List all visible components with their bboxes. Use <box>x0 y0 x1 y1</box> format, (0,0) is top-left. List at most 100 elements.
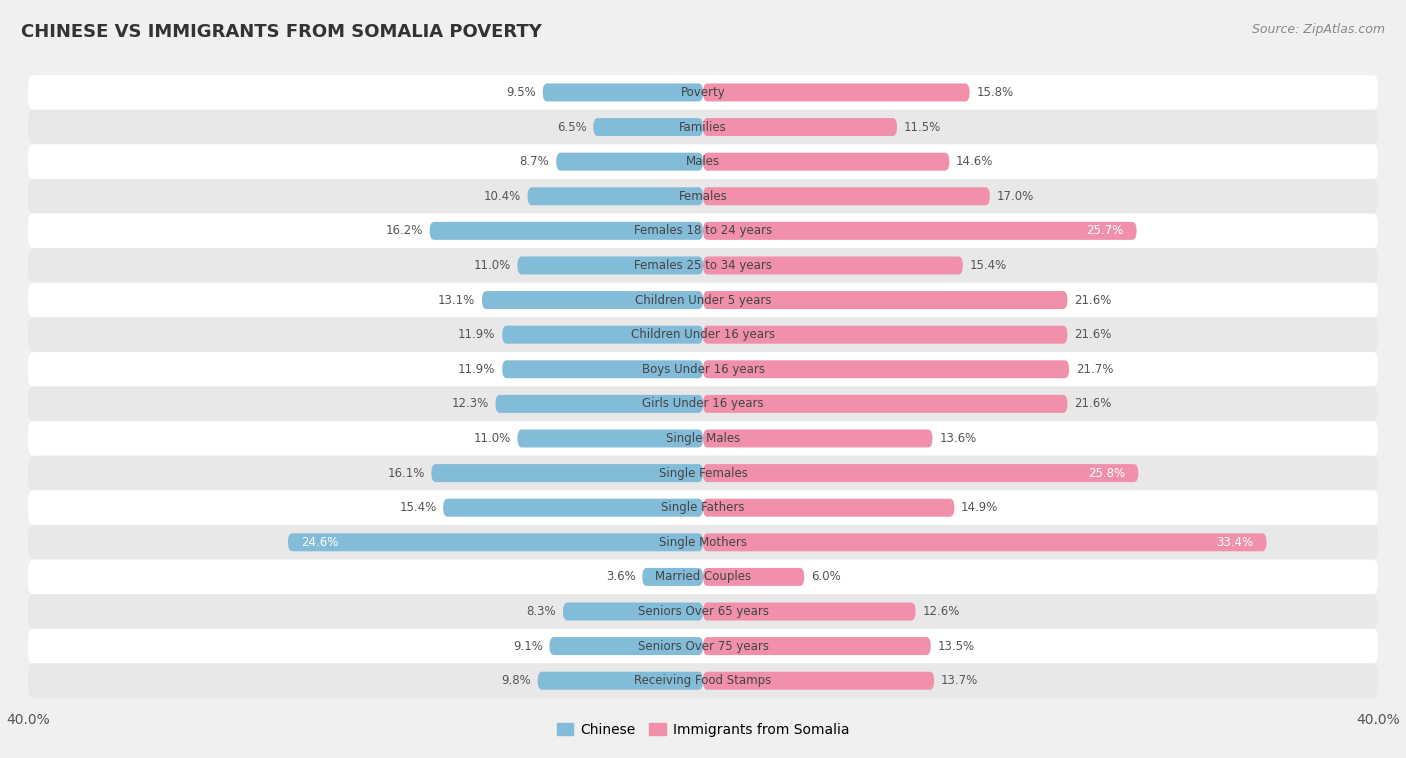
Text: 11.5%: 11.5% <box>904 121 941 133</box>
Text: 14.9%: 14.9% <box>962 501 998 514</box>
FancyBboxPatch shape <box>28 214 1378 248</box>
FancyBboxPatch shape <box>703 499 955 517</box>
FancyBboxPatch shape <box>703 256 963 274</box>
Text: CHINESE VS IMMIGRANTS FROM SOMALIA POVERTY: CHINESE VS IMMIGRANTS FROM SOMALIA POVER… <box>21 23 541 41</box>
FancyBboxPatch shape <box>703 360 1069 378</box>
FancyBboxPatch shape <box>28 144 1378 179</box>
FancyBboxPatch shape <box>28 629 1378 663</box>
Text: 9.5%: 9.5% <box>506 86 536 99</box>
Text: Seniors Over 75 years: Seniors Over 75 years <box>637 640 769 653</box>
Text: 14.6%: 14.6% <box>956 155 994 168</box>
FancyBboxPatch shape <box>537 672 703 690</box>
Text: 13.7%: 13.7% <box>941 674 979 688</box>
Text: Females 25 to 34 years: Females 25 to 34 years <box>634 259 772 272</box>
FancyBboxPatch shape <box>28 490 1378 525</box>
Text: Males: Males <box>686 155 720 168</box>
Text: Girls Under 16 years: Girls Under 16 years <box>643 397 763 410</box>
FancyBboxPatch shape <box>28 352 1378 387</box>
Text: Single Females: Single Females <box>658 467 748 480</box>
Text: 8.7%: 8.7% <box>520 155 550 168</box>
Text: 25.7%: 25.7% <box>1085 224 1123 237</box>
Text: 13.6%: 13.6% <box>939 432 976 445</box>
Text: 10.4%: 10.4% <box>484 190 520 202</box>
FancyBboxPatch shape <box>543 83 703 102</box>
FancyBboxPatch shape <box>557 152 703 171</box>
FancyBboxPatch shape <box>703 568 804 586</box>
FancyBboxPatch shape <box>28 110 1378 144</box>
FancyBboxPatch shape <box>517 256 703 274</box>
Text: 15.8%: 15.8% <box>976 86 1014 99</box>
FancyBboxPatch shape <box>703 637 931 655</box>
Text: Seniors Over 65 years: Seniors Over 65 years <box>637 605 769 618</box>
Text: 6.0%: 6.0% <box>811 571 841 584</box>
FancyBboxPatch shape <box>643 568 703 586</box>
FancyBboxPatch shape <box>28 283 1378 318</box>
Text: Receiving Food Stamps: Receiving Food Stamps <box>634 674 772 688</box>
Text: Females 18 to 24 years: Females 18 to 24 years <box>634 224 772 237</box>
Text: Females: Females <box>679 190 727 202</box>
Text: 9.8%: 9.8% <box>501 674 531 688</box>
Text: 11.9%: 11.9% <box>458 363 495 376</box>
FancyBboxPatch shape <box>703 222 1136 240</box>
FancyBboxPatch shape <box>703 534 1267 551</box>
FancyBboxPatch shape <box>550 637 703 655</box>
FancyBboxPatch shape <box>562 603 703 621</box>
Text: 33.4%: 33.4% <box>1216 536 1253 549</box>
Text: 21.6%: 21.6% <box>1074 397 1112 410</box>
FancyBboxPatch shape <box>443 499 703 517</box>
FancyBboxPatch shape <box>28 75 1378 110</box>
FancyBboxPatch shape <box>703 118 897 136</box>
Text: 12.3%: 12.3% <box>451 397 489 410</box>
FancyBboxPatch shape <box>28 663 1378 698</box>
FancyBboxPatch shape <box>502 360 703 378</box>
FancyBboxPatch shape <box>703 672 934 690</box>
FancyBboxPatch shape <box>28 594 1378 629</box>
Text: 13.1%: 13.1% <box>439 293 475 306</box>
FancyBboxPatch shape <box>517 430 703 447</box>
FancyBboxPatch shape <box>288 534 703 551</box>
FancyBboxPatch shape <box>703 83 970 102</box>
Text: 12.6%: 12.6% <box>922 605 960 618</box>
Text: 13.5%: 13.5% <box>938 640 974 653</box>
Text: 9.1%: 9.1% <box>513 640 543 653</box>
FancyBboxPatch shape <box>482 291 703 309</box>
Text: 21.7%: 21.7% <box>1076 363 1114 376</box>
Text: Children Under 5 years: Children Under 5 years <box>634 293 772 306</box>
Text: Poverty: Poverty <box>681 86 725 99</box>
Text: Single Fathers: Single Fathers <box>661 501 745 514</box>
FancyBboxPatch shape <box>28 456 1378 490</box>
Text: Families: Families <box>679 121 727 133</box>
Text: 8.3%: 8.3% <box>527 605 557 618</box>
FancyBboxPatch shape <box>28 421 1378 456</box>
Legend: Chinese, Immigrants from Somalia: Chinese, Immigrants from Somalia <box>551 718 855 743</box>
FancyBboxPatch shape <box>703 603 915 621</box>
FancyBboxPatch shape <box>703 395 1067 413</box>
FancyBboxPatch shape <box>495 395 703 413</box>
Text: 21.6%: 21.6% <box>1074 328 1112 341</box>
FancyBboxPatch shape <box>430 222 703 240</box>
FancyBboxPatch shape <box>703 326 1067 343</box>
Text: Boys Under 16 years: Boys Under 16 years <box>641 363 765 376</box>
Text: 11.9%: 11.9% <box>458 328 495 341</box>
Text: 16.1%: 16.1% <box>387 467 425 480</box>
Text: 6.5%: 6.5% <box>557 121 586 133</box>
Text: Married Couples: Married Couples <box>655 571 751 584</box>
Text: 11.0%: 11.0% <box>474 259 510 272</box>
Text: 15.4%: 15.4% <box>399 501 436 514</box>
Text: Single Mothers: Single Mothers <box>659 536 747 549</box>
FancyBboxPatch shape <box>28 248 1378 283</box>
Text: Single Males: Single Males <box>666 432 740 445</box>
Text: Children Under 16 years: Children Under 16 years <box>631 328 775 341</box>
FancyBboxPatch shape <box>28 179 1378 214</box>
Text: 11.0%: 11.0% <box>474 432 510 445</box>
FancyBboxPatch shape <box>703 291 1067 309</box>
Text: 17.0%: 17.0% <box>997 190 1033 202</box>
Text: 16.2%: 16.2% <box>385 224 423 237</box>
FancyBboxPatch shape <box>593 118 703 136</box>
Text: Source: ZipAtlas.com: Source: ZipAtlas.com <box>1251 23 1385 36</box>
FancyBboxPatch shape <box>28 559 1378 594</box>
Text: 15.4%: 15.4% <box>970 259 1007 272</box>
FancyBboxPatch shape <box>28 318 1378 352</box>
FancyBboxPatch shape <box>527 187 703 205</box>
Text: 24.6%: 24.6% <box>301 536 339 549</box>
